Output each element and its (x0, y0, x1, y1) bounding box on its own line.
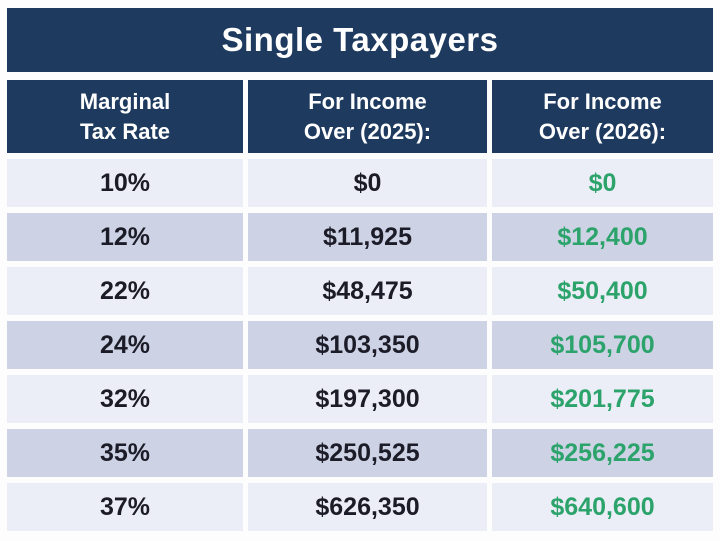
income-2026-cell: $640,600 (492, 483, 713, 531)
income-2025-cell: $197,300 (248, 375, 487, 423)
rate-cell: 32% (7, 375, 243, 423)
title-bar: Single Taxpayers (7, 8, 713, 72)
income-2025-cell: $103,350 (248, 321, 487, 369)
income-2025-cell: $48,475 (248, 267, 487, 315)
rate-cell: 24% (7, 321, 243, 369)
column-header-marginal-tax-rate: Marginal Tax Rate (7, 80, 243, 153)
income-2025-cell: $11,925 (248, 213, 487, 261)
income-2025-cell: $0 (248, 159, 487, 207)
rate-cell: 10% (7, 159, 243, 207)
page-title: Single Taxpayers (221, 21, 499, 58)
income-2026-cell: $256,225 (492, 429, 713, 477)
column-header-income-2026: For Income Over (2026): (492, 80, 713, 153)
income-2026-cell: $12,400 (492, 213, 713, 261)
tax-brackets-table: Marginal Tax Rate For Income Over (2025)… (7, 80, 713, 531)
income-2026-cell: $50,400 (492, 267, 713, 315)
income-2026-cell: $105,700 (492, 321, 713, 369)
column-header-income-2025: For Income Over (2025): (248, 80, 487, 153)
rate-cell: 37% (7, 483, 243, 531)
income-2026-cell: $201,775 (492, 375, 713, 423)
rate-cell: 22% (7, 267, 243, 315)
income-2025-cell: $626,350 (248, 483, 487, 531)
rate-cell: 12% (7, 213, 243, 261)
income-2025-cell: $250,525 (248, 429, 487, 477)
income-2026-cell: $0 (492, 159, 713, 207)
rate-cell: 35% (7, 429, 243, 477)
